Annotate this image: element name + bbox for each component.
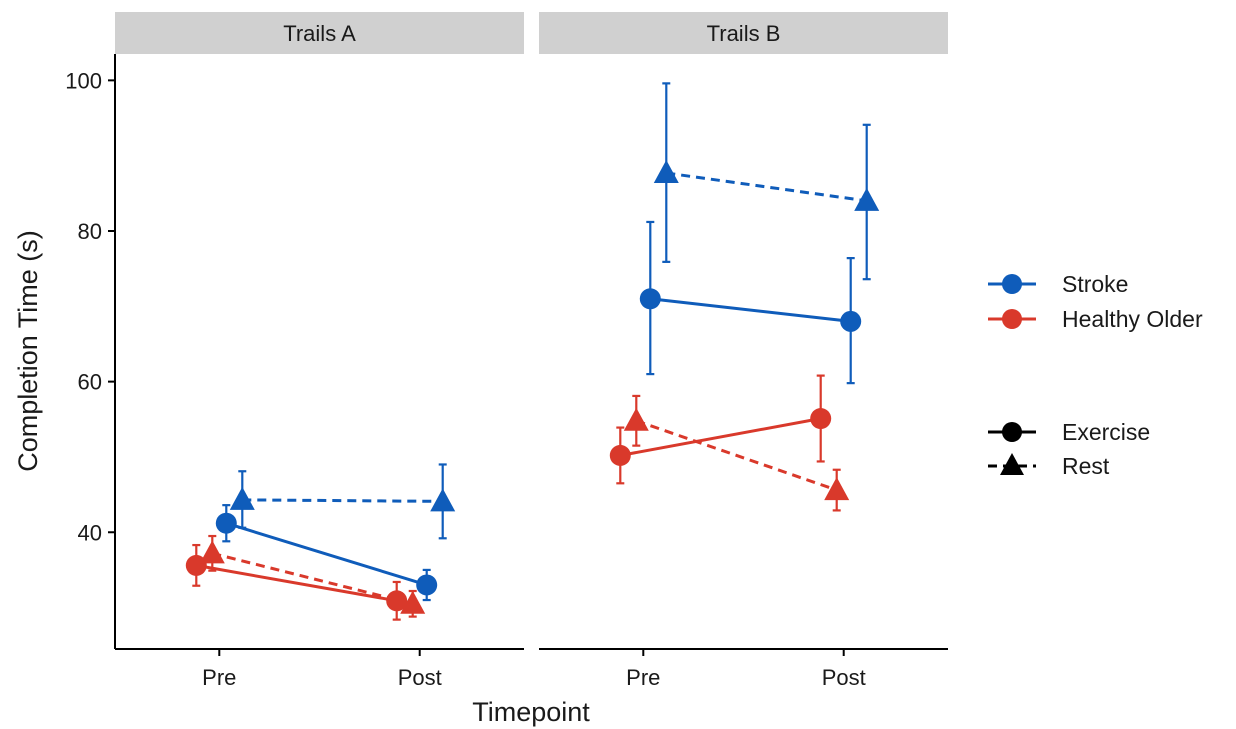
legend-rest-label: Rest	[1062, 453, 1110, 479]
point-healthy-older-rest	[623, 407, 649, 431]
series-line-stroke-rest	[666, 171, 867, 203]
facet-strip-trails-b	[539, 12, 948, 54]
series-line-healthy-older-rest	[211, 551, 414, 606]
series-line-healthy-older-exercise	[196, 563, 397, 603]
point-healthy-older-rest	[824, 477, 850, 501]
x-axis-title: Timepoint	[472, 697, 590, 727]
series-line-healthy-older-rest	[635, 419, 838, 492]
point-stroke-exercise	[840, 310, 862, 332]
point-healthy-older-rest	[199, 540, 225, 564]
y-tick-label: 40	[78, 520, 102, 545]
series-line-stroke-exercise	[650, 297, 851, 323]
point-healthy-older-exercise	[810, 408, 832, 430]
point-stroke-rest	[430, 488, 456, 512]
series-line-healthy-older-exercise	[620, 417, 821, 457]
legend: Stroke Healthy Older Exercise Rest	[988, 271, 1203, 479]
point-healthy-older-rest	[400, 590, 426, 614]
legend-healthy-older-marker	[1002, 309, 1022, 329]
point-stroke-rest	[653, 160, 679, 183]
point-stroke-rest	[854, 187, 880, 211]
x-tick-label: Post	[398, 665, 442, 690]
facet-strip-trails-a	[115, 12, 524, 54]
y-tick-label: 100	[65, 68, 102, 93]
point-stroke-exercise	[639, 288, 661, 310]
point-healthy-older-exercise	[386, 590, 408, 612]
y-tick-label: 80	[78, 219, 102, 244]
point-stroke-exercise	[416, 574, 438, 596]
legend-rest-marker	[1000, 453, 1024, 475]
y-tick-label: 60	[78, 370, 102, 395]
legend-stroke-label: Stroke	[1062, 271, 1128, 297]
legend-exercise-marker	[1002, 422, 1022, 442]
legend-exercise-label: Exercise	[1062, 419, 1150, 445]
y-axis-title: Completion Time (s)	[13, 230, 43, 472]
point-healthy-older-exercise	[609, 444, 631, 466]
facet-title-trails-b: Trails B	[707, 21, 781, 46]
x-tick-label: Pre	[202, 665, 236, 690]
series-line-stroke-rest	[242, 498, 443, 503]
legend-healthy-older-label: Healthy Older	[1062, 306, 1203, 332]
plot-layer: 40 60 80 100 Pre Post Pre Post	[65, 68, 880, 690]
series-line-stroke-exercise	[225, 521, 428, 587]
point-stroke-exercise	[215, 512, 237, 534]
point-stroke-rest	[229, 486, 255, 510]
facet-title-trails-a: Trails A	[283, 21, 356, 46]
x-tick-label: Pre	[626, 665, 660, 690]
x-tick-label: Post	[822, 665, 866, 690]
legend-stroke-marker	[1002, 274, 1022, 294]
